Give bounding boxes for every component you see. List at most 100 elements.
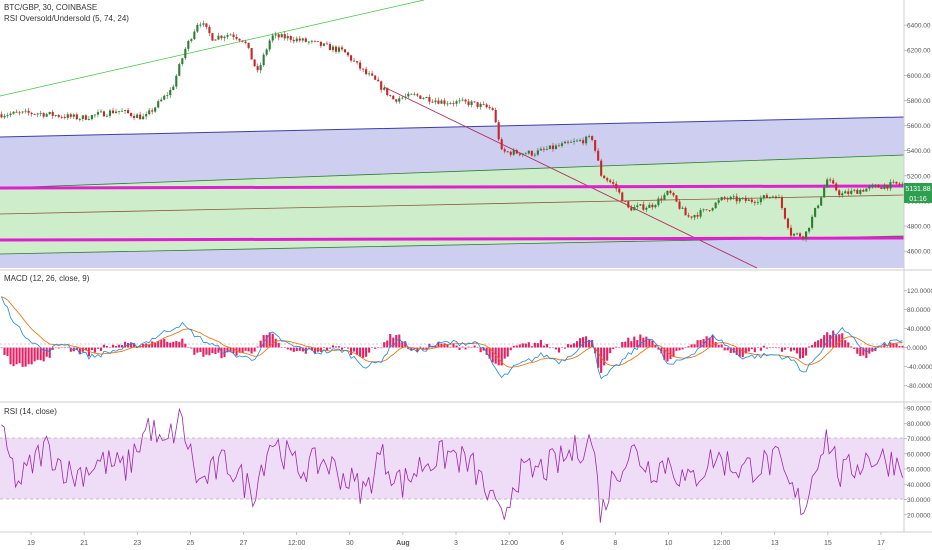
price-series — [0, 20, 904, 242]
candle-body — [551, 145, 555, 149]
candle-body — [684, 207, 687, 216]
macd-histogram-bar — [792, 347, 796, 351]
macd-histogram-bar — [21, 347, 24, 367]
candle-body — [817, 205, 820, 208]
candle-body — [322, 43, 325, 46]
candle-body — [389, 95, 392, 96]
candle-body — [482, 103, 485, 105]
candle-body — [187, 40, 190, 49]
candle-body — [142, 116, 145, 120]
candle-body — [232, 34, 235, 37]
macd-histogram-bar — [503, 347, 506, 359]
macd-histogram-bar — [708, 337, 711, 348]
macd-histogram-bar — [331, 345, 335, 348]
macd-histogram-bar — [66, 347, 69, 348]
last-price-badge — [904, 183, 932, 193]
candle-body — [687, 215, 690, 217]
macd-histogram-bar — [901, 345, 904, 348]
macd-histogram-bar — [69, 347, 72, 352]
candle-body — [331, 46, 335, 51]
candle-body — [877, 185, 880, 188]
candle-body — [428, 97, 431, 102]
candle-body — [859, 190, 862, 194]
rsi-title[interactable]: RSI (14, close) — [4, 407, 57, 416]
candle-body — [699, 210, 702, 217]
y-tick-label: 50.0000 — [907, 467, 931, 474]
candle-body — [729, 196, 732, 200]
macd-histogram-bar — [832, 330, 835, 348]
candle-body — [443, 100, 446, 104]
candle-body — [853, 189, 856, 191]
candle-body — [340, 47, 344, 50]
candle-body — [256, 66, 259, 71]
candle-body — [509, 151, 512, 155]
macd-histogram-bar — [527, 342, 530, 348]
candle-body — [120, 110, 124, 112]
macd-histogram-bar — [563, 347, 567, 349]
macd-histogram-bar — [283, 347, 286, 349]
x-tick-label: 3 — [454, 540, 458, 547]
candle-body — [479, 103, 482, 107]
candle-body — [286, 36, 289, 39]
x-tick-label: 10 — [665, 540, 673, 547]
candle-body — [862, 190, 865, 192]
candle-body — [362, 68, 365, 70]
macd-histogram-bar — [645, 336, 648, 348]
macd-histogram-bar — [389, 334, 392, 348]
candle-body — [63, 116, 66, 118]
macd-histogram-bar — [133, 343, 136, 348]
candle-body — [600, 160, 603, 176]
candle-body — [554, 145, 558, 149]
macd-histogram-bar — [416, 347, 419, 352]
indicator-title[interactable]: RSI Oversold/Undersold (5, 74, 24) — [4, 14, 129, 23]
macd-histogram-bar — [157, 341, 160, 348]
candle-body — [87, 119, 90, 120]
candle-body — [374, 75, 377, 80]
macd-histogram-bar — [702, 339, 705, 348]
candle-body — [392, 95, 395, 100]
macd-histogram-bar — [175, 341, 178, 348]
macd-histogram-bar — [814, 341, 817, 348]
macd-histogram-bar — [847, 342, 850, 348]
macd-histogram-bar — [205, 347, 208, 355]
macd-histogram-bar — [238, 347, 241, 353]
macd-histogram-bar — [630, 341, 633, 348]
macd-histogram-bar — [93, 347, 96, 353]
candle-body — [235, 36, 238, 39]
candle-body — [669, 190, 672, 193]
candle-body — [672, 192, 675, 196]
macd-histogram-bar — [404, 341, 407, 348]
macd-histogram-bar — [292, 347, 295, 352]
candle-body — [244, 41, 247, 43]
candle-body — [114, 111, 118, 114]
candle-body — [633, 207, 636, 211]
candle-body — [566, 141, 570, 143]
candle-body — [217, 35, 220, 40]
candle-body — [313, 40, 316, 42]
rsi-band — [0, 438, 904, 499]
macd-histogram-bar — [506, 347, 509, 357]
macd-title[interactable]: MACD (12, 26, close, 9) — [4, 274, 90, 283]
candle-body — [310, 40, 313, 42]
macd-histogram-bar — [117, 344, 121, 348]
x-tick-label: 27 — [240, 540, 248, 547]
macd-histogram-bar — [500, 347, 503, 366]
candle-body — [461, 99, 464, 101]
macd-histogram-bar — [533, 342, 536, 348]
candle-body — [612, 182, 615, 184]
candle-body — [603, 175, 606, 179]
macd-histogram-bar — [798, 347, 802, 359]
macd-histogram-bar — [753, 347, 756, 353]
macd-histogram-bar — [675, 347, 678, 351]
candle-body — [133, 116, 136, 118]
y-tick-label: 5400.00 — [907, 148, 931, 155]
y-tick-label: 40.0000 — [907, 326, 931, 333]
macd-histogram-bar — [805, 347, 808, 356]
candle-body — [675, 195, 678, 202]
candle-body — [99, 111, 103, 113]
candle-body — [283, 34, 286, 39]
macd-histogram-bar — [211, 347, 214, 354]
symbol-title[interactable]: BTC/GBP, 30, COINBASE — [4, 3, 98, 12]
